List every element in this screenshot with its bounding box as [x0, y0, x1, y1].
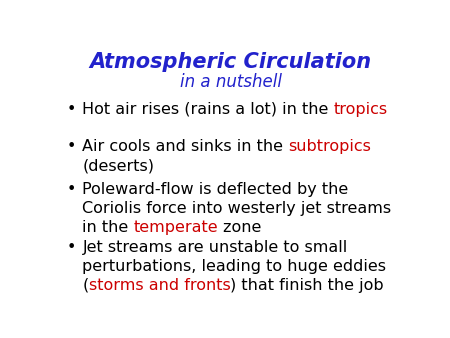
Text: •: • [67, 102, 76, 117]
Text: in a nutshell: in a nutshell [180, 73, 282, 91]
Text: zone: zone [218, 220, 262, 235]
Text: Poleward-flow is deflected by the: Poleward-flow is deflected by the [82, 183, 349, 197]
Text: •: • [67, 140, 76, 154]
Text: •: • [67, 240, 76, 255]
Text: perturbations, leading to huge eddies: perturbations, leading to huge eddies [82, 259, 387, 274]
Text: in the: in the [82, 220, 134, 235]
Text: (: ( [82, 277, 89, 293]
Text: Hot air rises (rains a lot) in the: Hot air rises (rains a lot) in the [82, 102, 334, 117]
Text: Air cools and sinks in the: Air cools and sinks in the [82, 140, 288, 154]
Text: tropics: tropics [334, 102, 388, 117]
Text: Jet streams are unstable to small: Jet streams are unstable to small [82, 240, 348, 255]
Text: temperate: temperate [134, 220, 218, 235]
Text: storms and fronts: storms and fronts [89, 277, 230, 293]
Text: Coriolis force into westerly jet streams: Coriolis force into westerly jet streams [82, 201, 392, 216]
Text: •: • [67, 183, 76, 197]
Text: Atmospheric Circulation: Atmospheric Circulation [90, 52, 372, 72]
Text: ) that finish the job: ) that finish the job [230, 277, 384, 293]
Text: (deserts): (deserts) [82, 159, 154, 173]
Text: subtropics: subtropics [288, 140, 371, 154]
